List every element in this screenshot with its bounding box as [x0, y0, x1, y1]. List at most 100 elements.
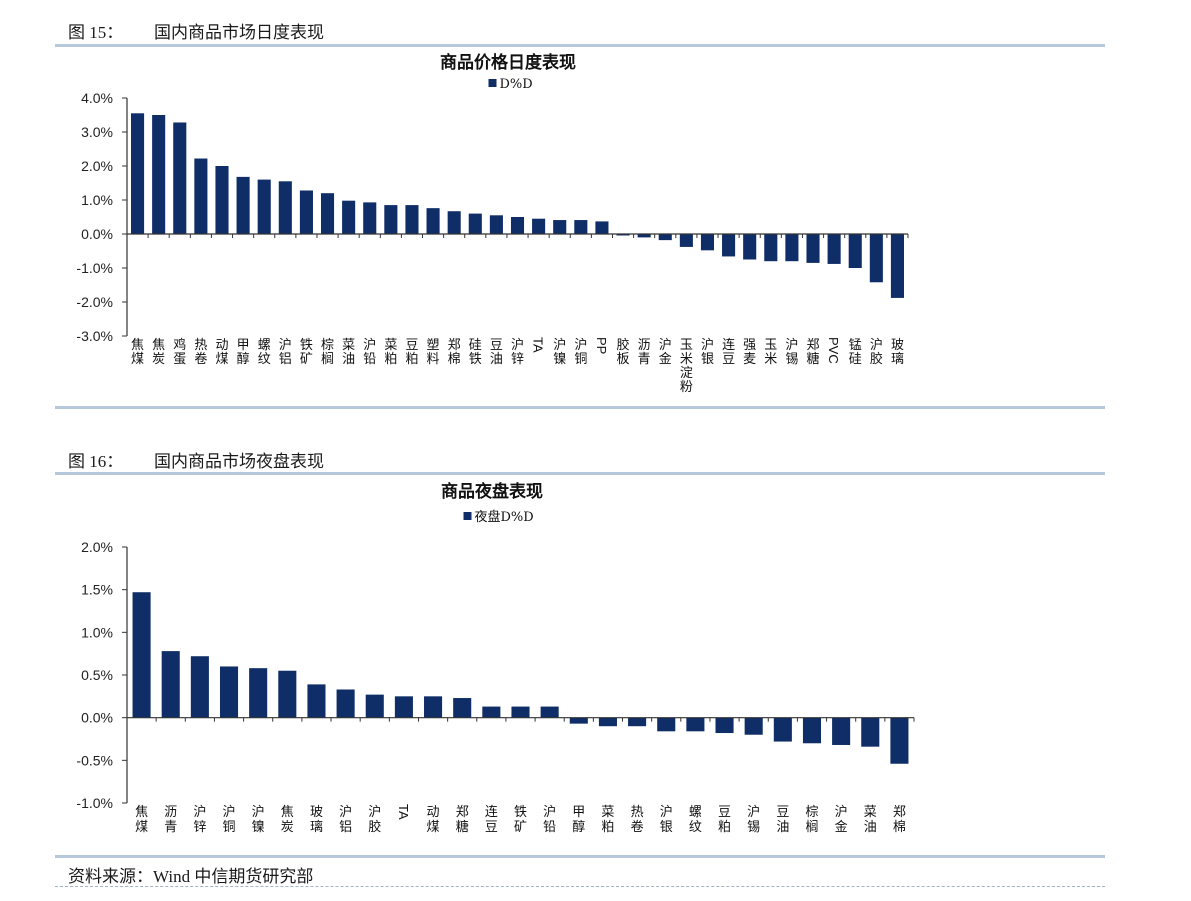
- bar: [806, 234, 820, 263]
- x-tick-label: 动煤: [215, 338, 228, 367]
- bar: [598, 717, 617, 727]
- bar: [307, 684, 326, 718]
- x-tick-label: 沪锌: [511, 337, 524, 367]
- x-tick-label: 菜粕: [601, 805, 614, 835]
- x-tick-label: 焦煤: [135, 805, 148, 835]
- footer-rule: [55, 855, 1105, 858]
- x-tick-label: 沪胶: [368, 804, 381, 835]
- chart-daily: 商品价格日度表现 D%D 4.0% 3.0% 2.0% 1.0% 0.0% -1.0% -2.0…: [0, 46, 1191, 406]
- bar: [553, 220, 567, 234]
- x-tick-label: 玻璃: [891, 338, 904, 367]
- y-tick-label: -0.5%: [76, 752, 113, 768]
- y-tick-label: -1.0%: [76, 795, 113, 811]
- bar: [616, 234, 630, 236]
- x-tick-label: 菜油: [342, 338, 355, 367]
- chart-title: 商品价格日度表现: [440, 52, 576, 73]
- bar: [848, 234, 862, 268]
- bar: [278, 181, 292, 234]
- legend-swatch: [463, 512, 472, 520]
- bar: [468, 213, 482, 234]
- bar: [540, 706, 559, 718]
- x-tick-label: 沪银: [701, 337, 714, 367]
- bar: [453, 698, 472, 718]
- bar: [890, 717, 909, 764]
- bar: [405, 205, 419, 234]
- x-tick-label: 玉米淀粉: [680, 338, 693, 395]
- x-tick-label: 焦炭: [281, 805, 294, 835]
- x-tick-label: 铁矿: [514, 805, 527, 835]
- bar: [278, 670, 297, 718]
- bar: [802, 717, 822, 744]
- x-tick-label: 棕榈: [805, 805, 818, 835]
- bar: [194, 158, 208, 234]
- x-tick-label: 沪锡: [785, 337, 798, 367]
- figure-number: 图 15：: [68, 23, 124, 42]
- bar: [249, 668, 268, 718]
- bar: [869, 234, 883, 283]
- y-tick-label: 1.0%: [81, 192, 113, 208]
- x-tick-label: 沪铜: [223, 804, 236, 835]
- x-tick-label: PP: [594, 337, 609, 354]
- bar: [482, 706, 501, 718]
- x-tick-label: 玉米: [764, 338, 777, 367]
- x-tick-label: 铁矿: [300, 338, 313, 367]
- x-tick-label: 连豆: [485, 804, 498, 835]
- chart-night: 商品夜盘表现 夜盘D%D 2.0% 1.5% 1.0% 0.5% 0.0% -0.5% -1.0…: [0, 474, 1191, 854]
- bar: [743, 234, 757, 260]
- x-tick-label: 豆粕: [718, 805, 731, 835]
- bar: [744, 717, 763, 735]
- footer-rule: [55, 406, 1105, 409]
- source-note: 资料来源：Wind 中信期货研究部: [68, 867, 314, 886]
- x-tick-label: 焦炭: [152, 338, 165, 367]
- bar: [365, 694, 384, 718]
- bar: [152, 115, 166, 234]
- y-tick-label: -2.0%: [76, 294, 113, 310]
- x-tick-label: 郑棉: [448, 338, 461, 367]
- x-tick-label: 强麦: [743, 338, 756, 367]
- legend: 夜盘D%D: [463, 509, 534, 525]
- bar: [236, 176, 250, 234]
- x-tick-label: 菜粕: [384, 338, 397, 367]
- bar: [215, 166, 229, 234]
- bar: [489, 215, 503, 234]
- bar: [657, 717, 676, 732]
- figure-15-heading: 图 15： 国内商品市场日度表现: [68, 18, 324, 43]
- bar: [569, 717, 588, 724]
- x-tick-label: 连豆: [722, 337, 735, 367]
- x-tick-label: 郑糖: [456, 805, 469, 835]
- bar: [532, 218, 546, 234]
- bar: [342, 200, 356, 234]
- bar: [424, 696, 443, 718]
- bar: [219, 666, 239, 718]
- x-tick-label: 豆油: [490, 338, 503, 367]
- y-tick-label: 3.0%: [81, 124, 113, 140]
- x-tick-label: 豆粕: [405, 338, 418, 367]
- bar: [832, 717, 851, 745]
- x-tick-label: 郑棉: [893, 805, 906, 835]
- y-tick-label: -3.0%: [76, 328, 113, 344]
- bar: [320, 193, 335, 234]
- x-tick-label: 菜油: [864, 805, 877, 835]
- figure-16-heading: 图 16： 国内商品市场夜盘表现: [68, 447, 324, 472]
- bar: [511, 706, 530, 718]
- bar: [628, 717, 647, 727]
- x-tick-label: 沪铜: [574, 337, 587, 367]
- x-tick-label: 甲醇: [237, 338, 250, 367]
- chart-title: 商品夜盘表现: [441, 481, 543, 502]
- bar: [131, 113, 145, 234]
- y-tick-label: 1.5%: [81, 582, 113, 598]
- x-tick-label: 螺纹: [689, 805, 702, 835]
- x-tick-label: PVC: [826, 337, 841, 364]
- figure-caption: 国内商品市场夜盘表现: [154, 452, 324, 471]
- bar: [173, 122, 187, 234]
- bar: [637, 234, 651, 238]
- legend: D%D: [488, 77, 533, 92]
- bar: [773, 717, 792, 742]
- legend-label: D%D: [500, 77, 533, 92]
- y-tick-label: 0.5%: [81, 667, 113, 683]
- bar: [510, 217, 525, 234]
- chart-daily-svg: 商品价格日度表现 D%D 4.0% 3.0% 2.0% 1.0% 0.0% -1.0% -2.0…: [76, 52, 909, 395]
- y-tick-label: -1.0%: [76, 260, 113, 276]
- header-rule: [55, 44, 1105, 47]
